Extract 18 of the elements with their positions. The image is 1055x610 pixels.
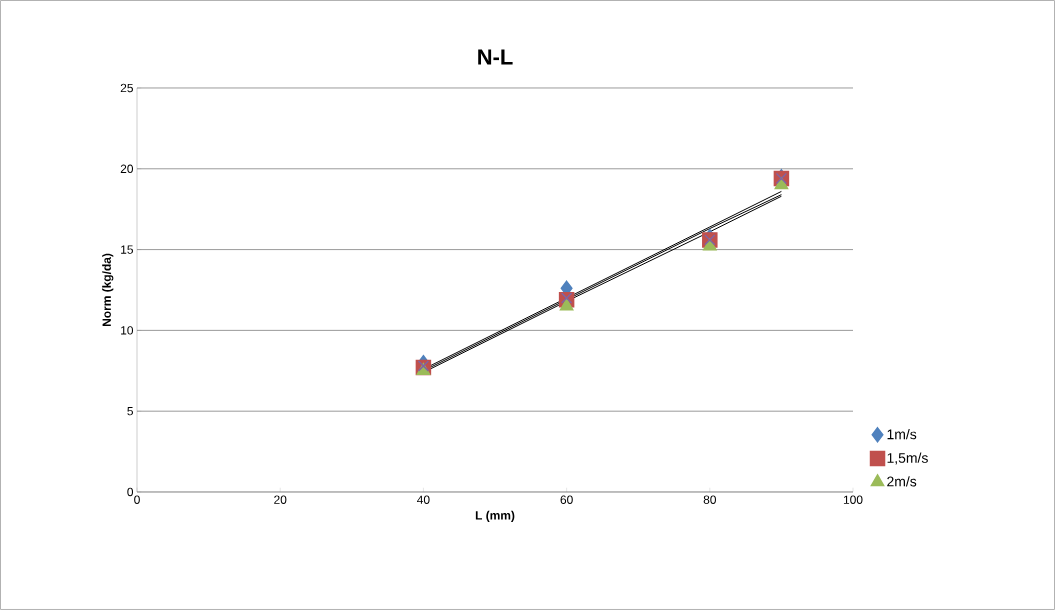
chart-title: N-L (478, 49, 513, 65)
y-tick-label: 5 (127, 407, 133, 416)
y-axis-title: Norm (kg/da) (102, 253, 114, 327)
x-tick-label: 0 (134, 495, 140, 504)
y-tick-label: 15 (121, 245, 133, 254)
legend-label: 1,5m/s (887, 452, 928, 465)
y-tick-label: 20 (120, 164, 134, 174)
x-tick-label: 100 (843, 495, 863, 504)
legend-label: 1m/s (887, 429, 917, 440)
y-tick-label: 10 (121, 326, 134, 335)
x-axis-title: L (mm) (475, 510, 515, 522)
x-tick-label: 40 (417, 495, 430, 504)
x-tick-label: 80 (703, 495, 716, 504)
y-tick-label: 25 (120, 83, 133, 93)
x-tick-label: 20 (274, 495, 287, 504)
x-tick-label: 60 (560, 495, 573, 504)
legend-label: 2m/s (887, 476, 917, 487)
y-tick-label: 0 (127, 487, 134, 497)
